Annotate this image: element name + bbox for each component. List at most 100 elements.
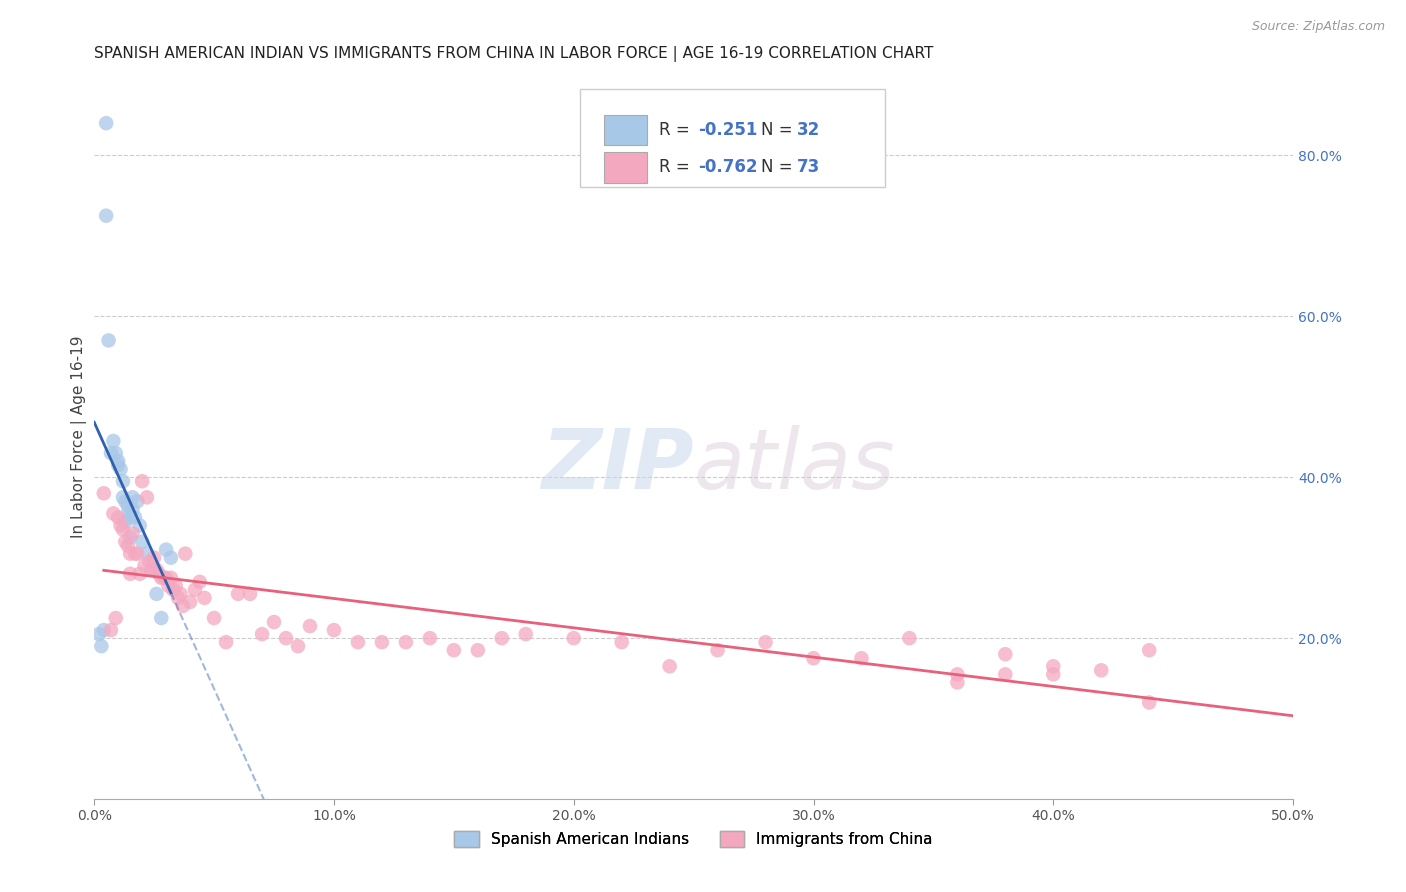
Point [114,515,136,529]
Point [298,619,321,633]
Point [110,518,132,533]
Point [141,563,163,577]
Point [120,510,142,524]
FancyBboxPatch shape [603,115,647,145]
Point [97,334,120,348]
Point [215,635,238,649]
Point [193,591,215,605]
Point [419,631,441,645]
Point [150,611,173,625]
Point [143,550,166,565]
Point [946,667,969,681]
Text: 32: 32 [797,121,820,139]
Point [160,550,183,565]
Point [898,631,921,645]
Point [121,491,143,505]
Point [145,587,167,601]
Point [87,627,110,641]
Point [100,446,122,460]
Text: -0.762: -0.762 [699,159,758,177]
Point [347,635,370,649]
Point [131,474,153,488]
Point [1137,696,1160,710]
Point [1090,663,1112,677]
Point [124,547,146,561]
Point [202,611,225,625]
Point [111,523,134,537]
Point [179,595,201,609]
Point [100,623,122,637]
Point [184,582,207,597]
Point [395,635,418,649]
Point [162,582,184,597]
Point [136,491,159,505]
Legend: Spanish American Indians, Immigrants from China: Spanish American Indians, Immigrants fro… [449,825,939,853]
Point [994,647,1017,661]
Point [107,510,129,524]
Point [121,502,143,516]
Point [96,209,118,223]
Point [239,587,262,601]
Point [443,643,465,657]
Point [174,547,197,561]
Point [120,547,142,561]
FancyBboxPatch shape [579,89,886,187]
Point [167,591,190,605]
Text: ZIP: ZIP [541,425,693,507]
FancyBboxPatch shape [603,153,647,183]
Point [111,491,134,505]
Point [165,579,187,593]
Point [111,474,134,488]
Text: -0.251: -0.251 [699,121,758,139]
Point [946,675,969,690]
Point [136,547,159,561]
Y-axis label: In Labor Force | Age 16-19: In Labor Force | Age 16-19 [72,335,87,538]
Point [515,627,537,641]
Point [104,446,127,460]
Text: SPANISH AMERICAN INDIAN VS IMMIGRANTS FROM CHINA IN LABOR FORCE | AGE 16-19 CORR: SPANISH AMERICAN INDIAN VS IMMIGRANTS FR… [94,46,934,62]
Point [491,631,513,645]
Point [104,611,127,625]
Point [994,667,1017,681]
Point [250,627,273,641]
Point [188,574,211,589]
Point [90,639,112,653]
Point [145,563,167,577]
Point [274,631,297,645]
Point [1137,643,1160,657]
Text: Source: ZipAtlas.com: Source: ZipAtlas.com [1251,20,1385,33]
Point [562,631,585,645]
Text: 73: 73 [797,159,820,177]
Point [169,587,191,601]
Point [287,639,309,653]
Text: R =: R = [659,121,695,139]
Point [127,494,149,508]
Point [114,534,136,549]
Point [107,458,129,472]
Point [93,623,115,637]
Point [754,635,776,649]
Point [1042,659,1064,673]
Point [103,434,125,448]
Point [93,486,115,500]
Point [121,526,143,541]
Point [131,534,153,549]
Point [1042,667,1064,681]
Point [160,571,183,585]
Point [117,507,139,521]
Point [152,571,174,585]
Point [138,555,160,569]
Point [226,587,249,601]
Point [128,518,150,533]
Point [96,116,118,130]
Point [803,651,825,665]
Point [120,531,142,545]
Point [851,651,873,665]
Point [114,494,136,508]
Point [150,571,173,585]
Point [658,659,681,673]
Point [120,566,142,581]
Point [117,539,139,553]
Text: N =: N = [761,159,797,177]
Point [323,623,346,637]
